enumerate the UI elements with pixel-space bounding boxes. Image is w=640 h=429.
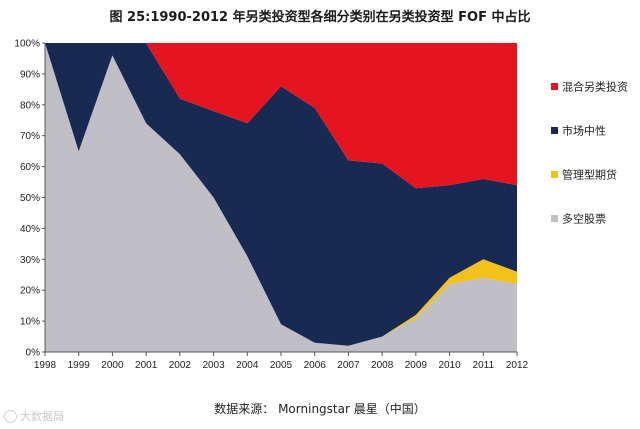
axes: 0% 10% 20% 30% 40% 50% 60% 70% 80% 90% 100% 1998 199… [14, 39, 528, 372]
y-tick-label: 50% [20, 193, 40, 204]
source-note: 数据来源： Morningstar 晨星（中国） [214, 402, 426, 416]
y-tick-label: 10% [20, 317, 40, 328]
y-tick-label: 40% [20, 224, 40, 235]
y-tick-label: 100% [14, 39, 40, 50]
area-series-0 [45, 43, 517, 352]
x-tick-label: 2001 [135, 360, 158, 371]
watermark-logo-icon [4, 409, 17, 423]
watermark: 大数据局 [4, 408, 64, 424]
legend-label: 市场中性 [562, 124, 606, 138]
x-tick-label: 2002 [169, 360, 192, 371]
y-tick-label: 0% [26, 348, 41, 359]
legend-label: 混合另类投资 [562, 80, 628, 94]
area-layers [45, 43, 517, 352]
x-tick-label: 2012 [506, 360, 529, 371]
x-tick-label: 2011 [473, 360, 495, 371]
x-tick-label: 2010 [438, 360, 461, 371]
y-tick-label: 80% [20, 100, 40, 111]
legend-swatch [551, 83, 558, 90]
x-tick-label: 2006 [304, 360, 327, 371]
legend-swatch [551, 215, 558, 222]
legend-label: 管理型期货 [562, 168, 617, 182]
x-tick-label: 2008 [371, 360, 394, 371]
legend-swatch [551, 127, 558, 134]
legend-swatch [551, 171, 558, 178]
x-tick-label: 2007 [337, 360, 360, 371]
y-tick-label: 70% [20, 131, 40, 142]
x-tick-label: 1998 [34, 360, 57, 371]
y-tick-label: 90% [20, 69, 40, 80]
y-tick-label: 20% [20, 286, 40, 297]
x-tick-label: 2003 [202, 360, 225, 371]
x-tick-label: 2004 [236, 360, 259, 371]
legend-label: 多空股票 [562, 212, 606, 226]
x-tick-label: 2005 [270, 360, 293, 371]
area-series-2 [45, 43, 517, 346]
x-tick-label: 2009 [405, 360, 428, 371]
x-tick-label: 2000 [101, 360, 124, 371]
area-series-3 [45, 43, 517, 189]
x-tick-label: 1999 [68, 360, 91, 371]
chart-title: 图 25:1990-2012 年另类投资型各细分类别在另类投资型 FOF 中占比 [109, 10, 531, 25]
y-tick-label: 60% [20, 162, 40, 173]
y-tick-label: 30% [20, 255, 40, 266]
watermark-text: 大数据局 [20, 410, 64, 423]
